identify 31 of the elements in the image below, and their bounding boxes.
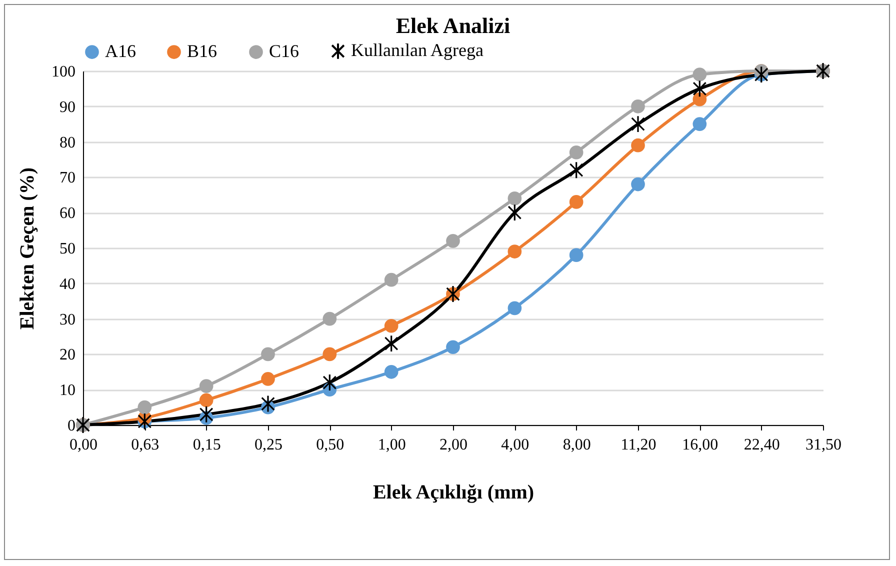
y-tick-label: 90 [60, 98, 76, 116]
x-tick-label: 22,40 [744, 436, 780, 454]
y-tick-label: 20 [60, 346, 76, 364]
y-tick-label: 60 [60, 205, 76, 222]
y-tick-label: 10 [60, 382, 76, 400]
legend-label: A16 [105, 41, 136, 62]
chart-title: Elek Analizi [396, 13, 510, 38]
legend-label: C16 [269, 41, 300, 62]
y-tick-label: 30 [60, 311, 76, 328]
y-tick-label: 50 [60, 240, 76, 258]
x-tick-label: 2,00 [440, 436, 468, 454]
x-tick-label: 4,00 [501, 436, 530, 454]
legend-label: Kullanılan Agrega [351, 40, 484, 60]
x-tick-label: 0,00 [70, 436, 98, 454]
y-tick-label: 80 [60, 134, 76, 152]
x-tick-label: 0,50 [316, 436, 344, 454]
x-tick-label: 16,00 [682, 436, 718, 454]
y-tick-label: 100 [52, 64, 76, 80]
legend-label: B16 [187, 41, 218, 62]
x-tick-label: 0,25 [254, 436, 282, 454]
y-tick-label: 40 [60, 276, 76, 293]
x-tick-label: 0,15 [192, 436, 221, 454]
y-axis-title: Elekten Geçen (%) [16, 167, 38, 330]
x-tick-label: 31,50 [806, 436, 842, 454]
x-axis-title: Elek Açıklığı (mm) [372, 482, 534, 504]
x-tick-label: 11,20 [620, 436, 656, 454]
x-tick-label: 8,00 [562, 436, 591, 454]
y-tick-label: 70 [60, 170, 76, 187]
y-tick-label: 0 [68, 418, 76, 434]
x-tick-label: 1,00 [378, 436, 406, 454]
x-tick-label: 0,63 [131, 436, 160, 454]
